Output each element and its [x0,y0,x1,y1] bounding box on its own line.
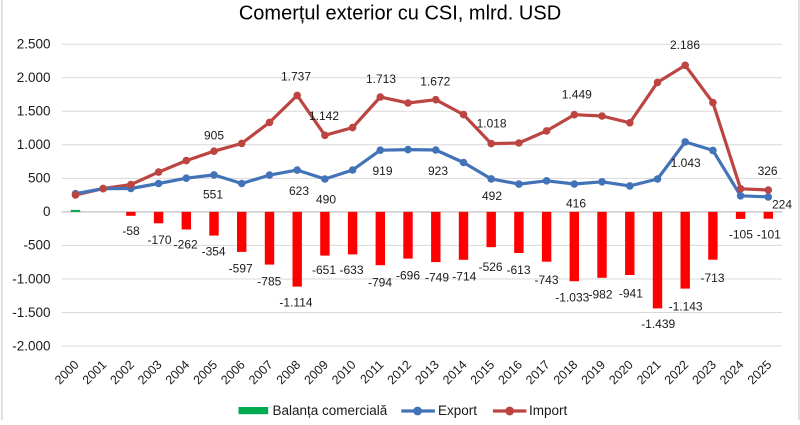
svg-text:-1.439: -1.439 [641,317,675,331]
svg-text:-1.500: -1.500 [12,305,50,320]
svg-text:-794: -794 [368,275,392,289]
svg-text:-1.143: -1.143 [669,300,703,314]
svg-text:-613: -613 [506,263,530,277]
svg-text:500: 500 [28,171,51,186]
svg-text:-2.000: -2.000 [12,338,50,353]
svg-text:Balanța comercială: Balanța comercială [273,403,388,418]
svg-text:-941: -941 [619,286,643,300]
svg-text:-714: -714 [452,270,476,284]
svg-text:1.449: 1.449 [562,88,592,102]
svg-text:551: 551 [203,187,223,201]
svg-text:-713: -713 [700,271,724,285]
svg-text:-500: -500 [23,238,50,253]
svg-text:-58: -58 [122,224,140,238]
svg-text:1.713: 1.713 [366,72,396,86]
svg-text:-526: -526 [479,260,503,274]
svg-text:2.186: 2.186 [670,38,700,52]
svg-text:0: 0 [43,204,51,219]
svg-text:-105: -105 [729,227,753,241]
svg-text:-101: -101 [757,227,781,241]
svg-text:-749: -749 [425,271,449,285]
svg-text:905: 905 [204,128,224,142]
svg-text:326: 326 [758,164,778,178]
svg-text:2.500: 2.500 [17,37,51,52]
svg-text:-633: -633 [339,263,363,277]
svg-text:-262: -262 [174,238,198,252]
svg-text:-170: -170 [147,233,171,247]
svg-text:1.142: 1.142 [309,109,339,123]
svg-text:Import: Import [529,403,568,418]
svg-text:923: 923 [428,164,448,178]
svg-text:1.737: 1.737 [281,69,311,83]
svg-text:1.018: 1.018 [477,116,507,130]
svg-text:416: 416 [566,196,586,210]
svg-text:224: 224 [772,197,792,211]
svg-text:1.672: 1.672 [420,75,450,89]
svg-text:1.043: 1.043 [671,156,701,170]
svg-text:2.000: 2.000 [17,70,51,85]
svg-text:-651: -651 [312,263,336,277]
svg-text:-597: -597 [229,261,253,275]
svg-text:-696: -696 [396,269,420,283]
svg-text:-785: -785 [257,275,281,289]
svg-text:-1.114: -1.114 [279,295,312,309]
svg-text:Comerțul exterior cu CSI, mlrd: Comerțul exterior cu CSI, mlrd. USD [239,3,561,25]
svg-text:-354: -354 [202,244,226,258]
svg-text:-1.000: -1.000 [12,271,50,286]
svg-text:623: 623 [289,184,309,198]
svg-text:919: 919 [372,164,392,178]
svg-text:1.000: 1.000 [17,137,51,152]
svg-text:1.500: 1.500 [17,104,51,119]
svg-text:490: 490 [316,192,336,206]
svg-text:492: 492 [482,189,502,203]
svg-text:-982: -982 [588,288,612,302]
svg-text:-1.033: -1.033 [555,291,589,305]
svg-text:Export: Export [438,403,477,418]
svg-text:-743: -743 [534,273,558,287]
